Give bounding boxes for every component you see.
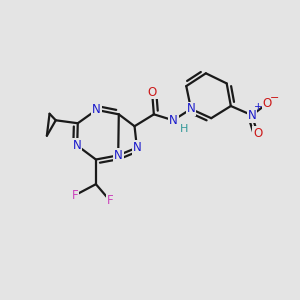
Text: N: N — [248, 109, 256, 122]
Text: N: N — [114, 149, 123, 162]
Text: −: − — [270, 93, 280, 103]
Text: O: O — [253, 127, 262, 140]
Text: O: O — [148, 85, 157, 98]
Text: N: N — [169, 114, 178, 127]
Text: F: F — [106, 194, 113, 207]
Text: O: O — [263, 97, 272, 110]
Text: N: N — [133, 141, 141, 154]
Text: N: N — [187, 103, 195, 116]
Text: N: N — [92, 103, 101, 116]
Text: F: F — [72, 189, 78, 202]
Text: N: N — [73, 139, 82, 152]
Text: H: H — [180, 124, 189, 134]
Text: +: + — [254, 103, 263, 112]
